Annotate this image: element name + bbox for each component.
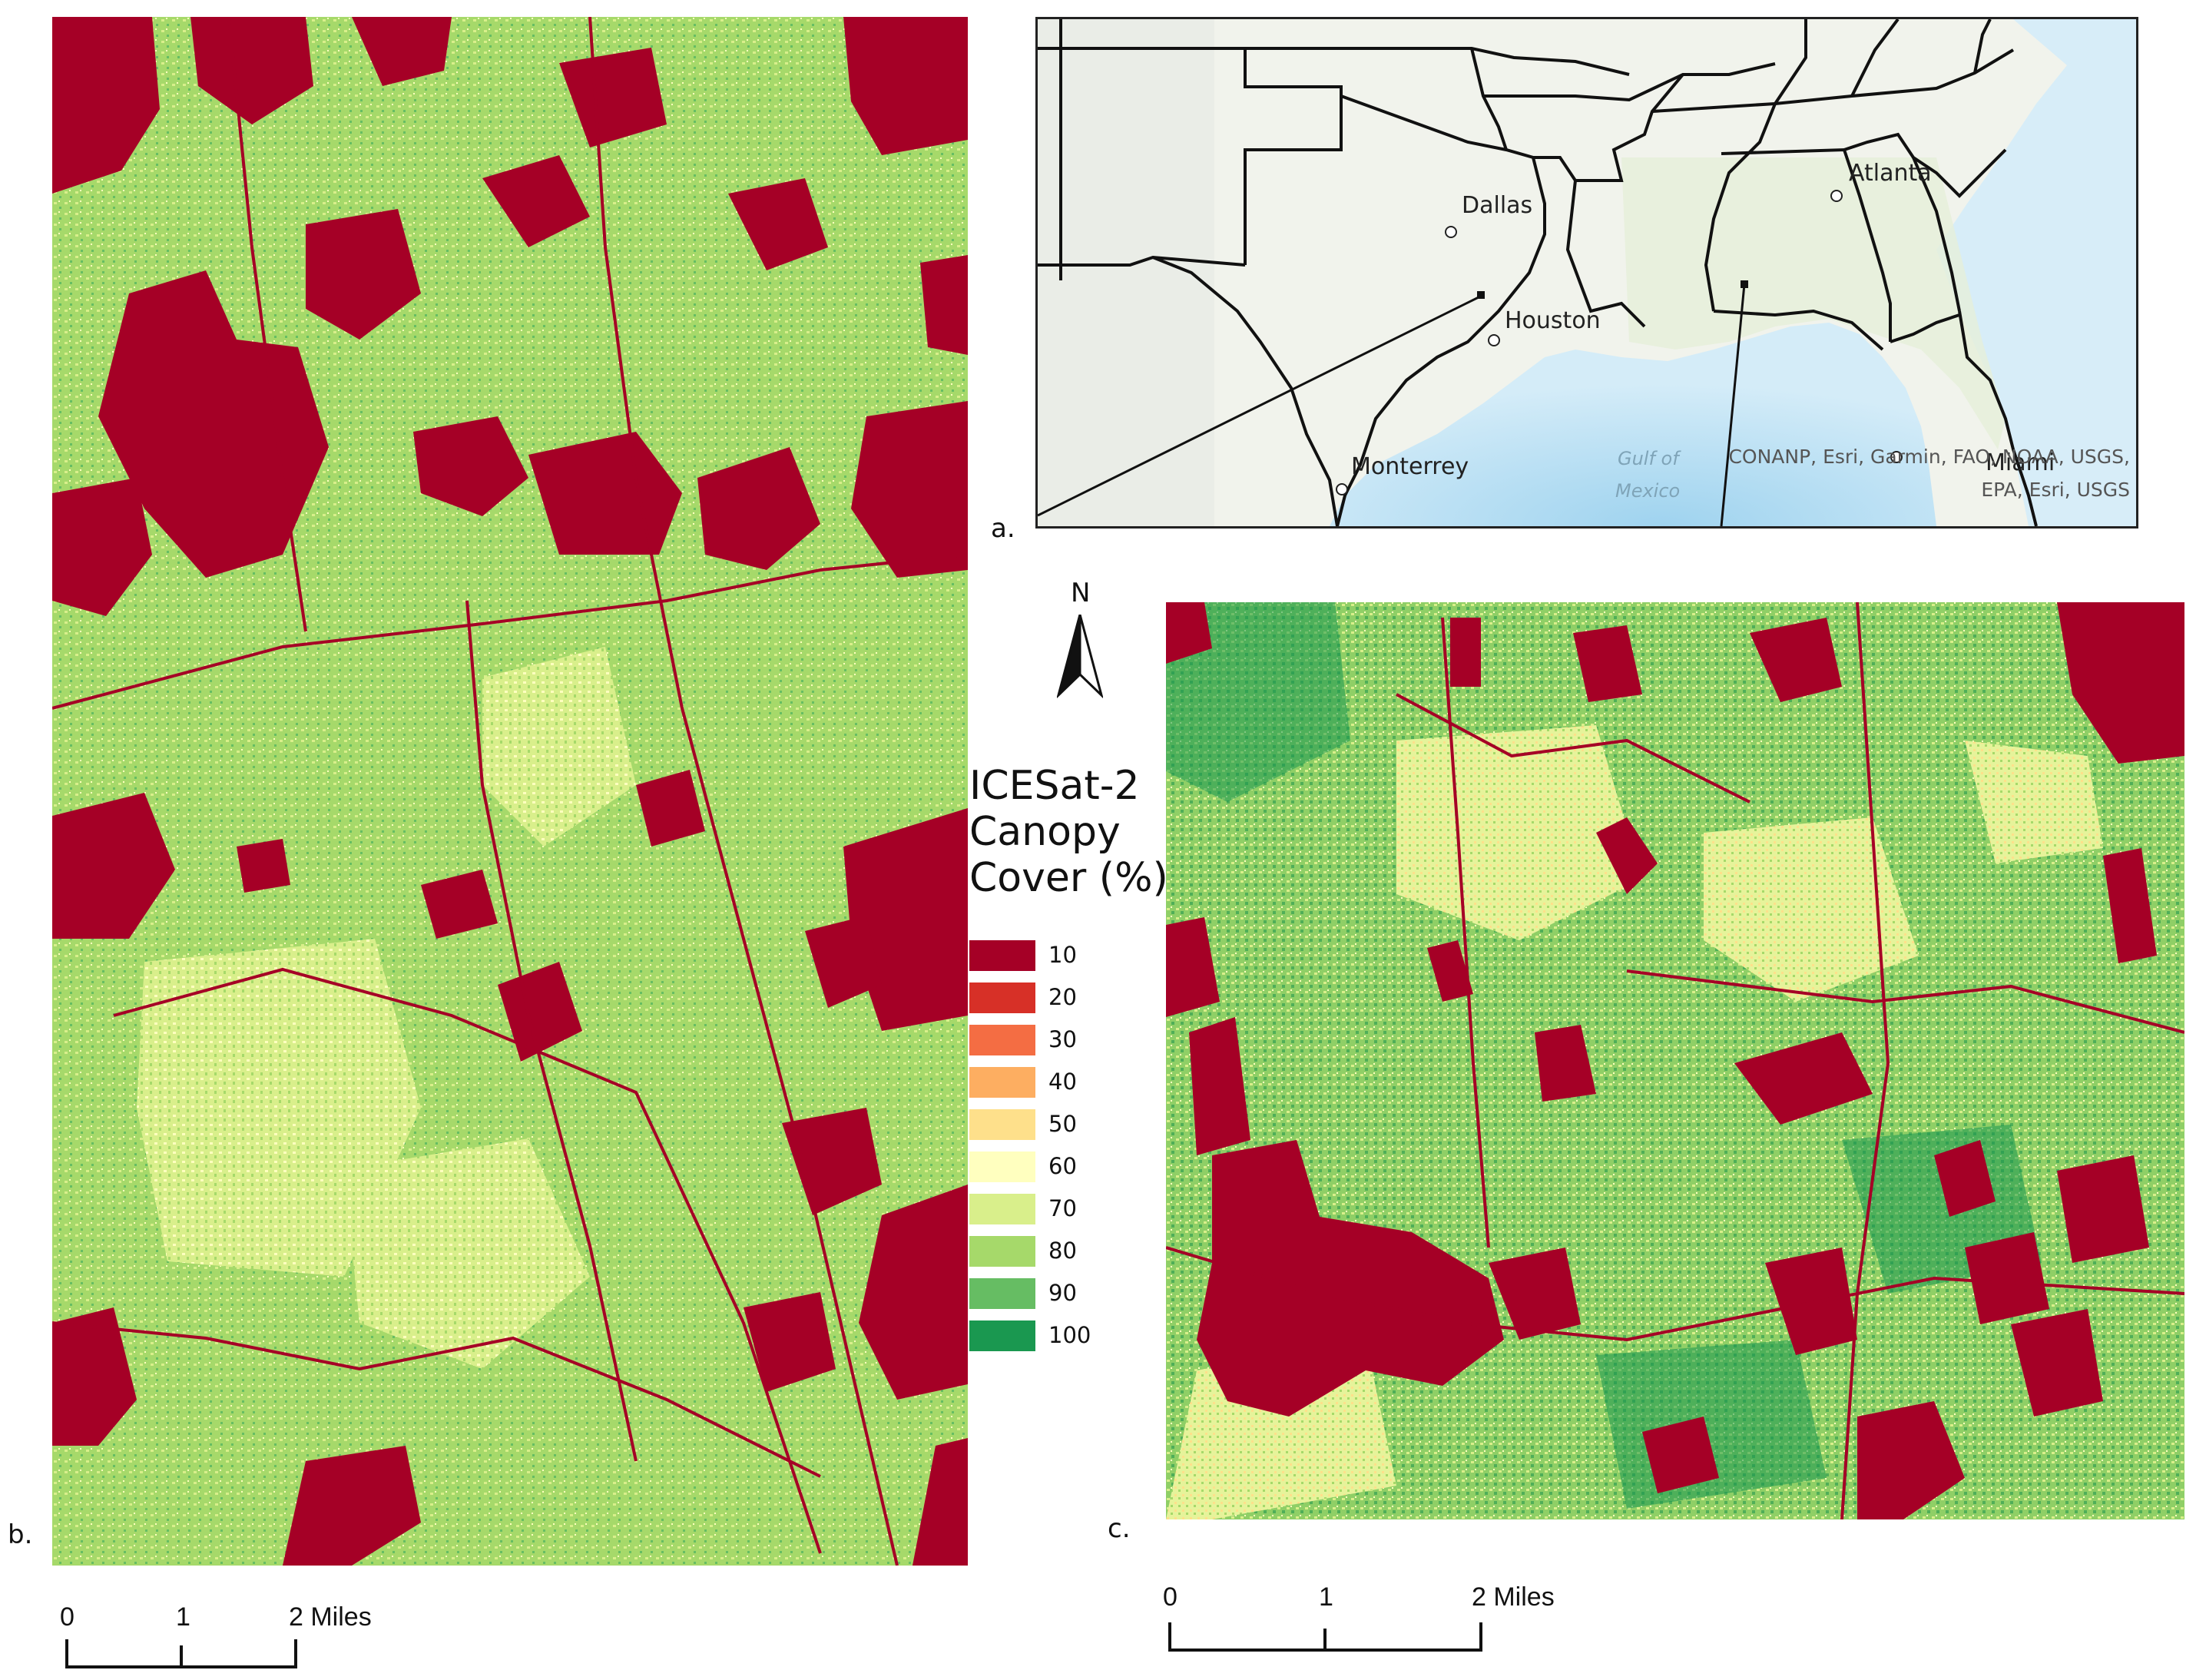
study-site-b-marker [1477,291,1485,299]
map-attribution-line-2: EPA, Esri, USGS [1981,479,2130,501]
city-label-atlanta: Atlanta [1849,160,1932,187]
canopy-raster-b [51,16,969,1566]
southeast-land-tint [1621,157,2006,449]
inset-locator-map: Dallas Houston Atlanta Monterrey Miami G… [1035,17,2138,529]
inset-map-svg [1038,19,2136,526]
city-label-houston: Houston [1505,307,1601,334]
panel-label-c: c. [1108,1513,1131,1544]
raster-b-roads [51,16,969,1566]
legend-label: 40 [1048,1069,1077,1095]
canopy-raster-c-svg [1165,601,2185,1520]
legend-swatch [969,1320,1035,1351]
city-label-monterrey: Monterrey [1351,453,1469,480]
legend-swatch [969,1236,1035,1267]
legend-swatch [969,1151,1035,1182]
legend-title-line-1: ICESat-2 [969,763,1140,809]
city-dot-monterrey [1336,483,1348,495]
raster-b-low-canopy-patches [52,17,968,1566]
scale-bar-c [1168,1622,1482,1652]
legend-label: 90 [1048,1280,1077,1306]
leader-line-c [1720,283,1746,526]
scale-c-label-1: 1 [1319,1582,1333,1612]
raster-c-roads [1165,601,2185,1520]
legend-swatch [969,1278,1035,1309]
legend-title-line-2: Canopy [969,809,1121,855]
scale-b-label-2: 2 Miles [289,1602,372,1632]
raster-b-pale-zones [137,647,636,1369]
legend-title-line-3: Cover (%) [969,855,1168,901]
legend-label: 80 [1048,1238,1077,1264]
panel-label-b: b. [8,1519,33,1550]
scale-c-label-2: 2 Miles [1472,1582,1555,1612]
scale-b-label-0: 0 [60,1602,75,1632]
legend-label: 20 [1048,984,1077,1010]
legend-swatch [969,1067,1035,1098]
scale-bar-b [65,1639,297,1668]
map-attribution-line-1: CONANP, Esri, Garmin, FAO, NOAA, USGS, [1728,446,2130,468]
city-dot-miami [1890,451,1903,463]
scale-b-label-1: 1 [176,1602,190,1632]
study-site-c-marker [1741,280,1748,288]
state-borders [1038,19,2038,526]
panel-label-a: a. [991,513,1015,544]
legend-label: 100 [1048,1322,1091,1348]
legend-label: 30 [1048,1026,1077,1052]
city-label-miami: Miami [1986,449,2055,476]
scale-c-label-0: 0 [1163,1582,1177,1612]
leader-line-b [1038,294,1482,517]
legend-label: 70 [1048,1195,1077,1221]
atlantic-water [1936,19,2136,526]
raster-c-low-canopy-patches [1166,602,2184,1519]
north-arrow-label: N [1071,578,1091,608]
north-arrow-icon [1057,615,1103,699]
legend-swatch [969,982,1035,1013]
city-label-dallas: Dallas [1462,192,1533,219]
legend-swatch [969,1025,1035,1055]
water-label-gulf: Gulf of [1618,448,1679,469]
legend-label: 50 [1048,1111,1077,1137]
legend-swatch [969,1194,1035,1224]
legend-label: 10 [1048,942,1077,968]
gulf-water [1330,323,1936,526]
city-dot-atlanta [1830,190,1843,202]
city-dot-dallas [1445,226,1457,238]
canopy-raster-b-svg [51,16,969,1566]
canopy-raster-c [1165,601,2185,1520]
legend-swatch [969,1109,1035,1140]
water-label-mexico: Mexico [1615,480,1681,502]
legend-label: 60 [1048,1153,1077,1179]
legend-swatch [969,940,1035,971]
city-dot-houston [1488,334,1500,346]
